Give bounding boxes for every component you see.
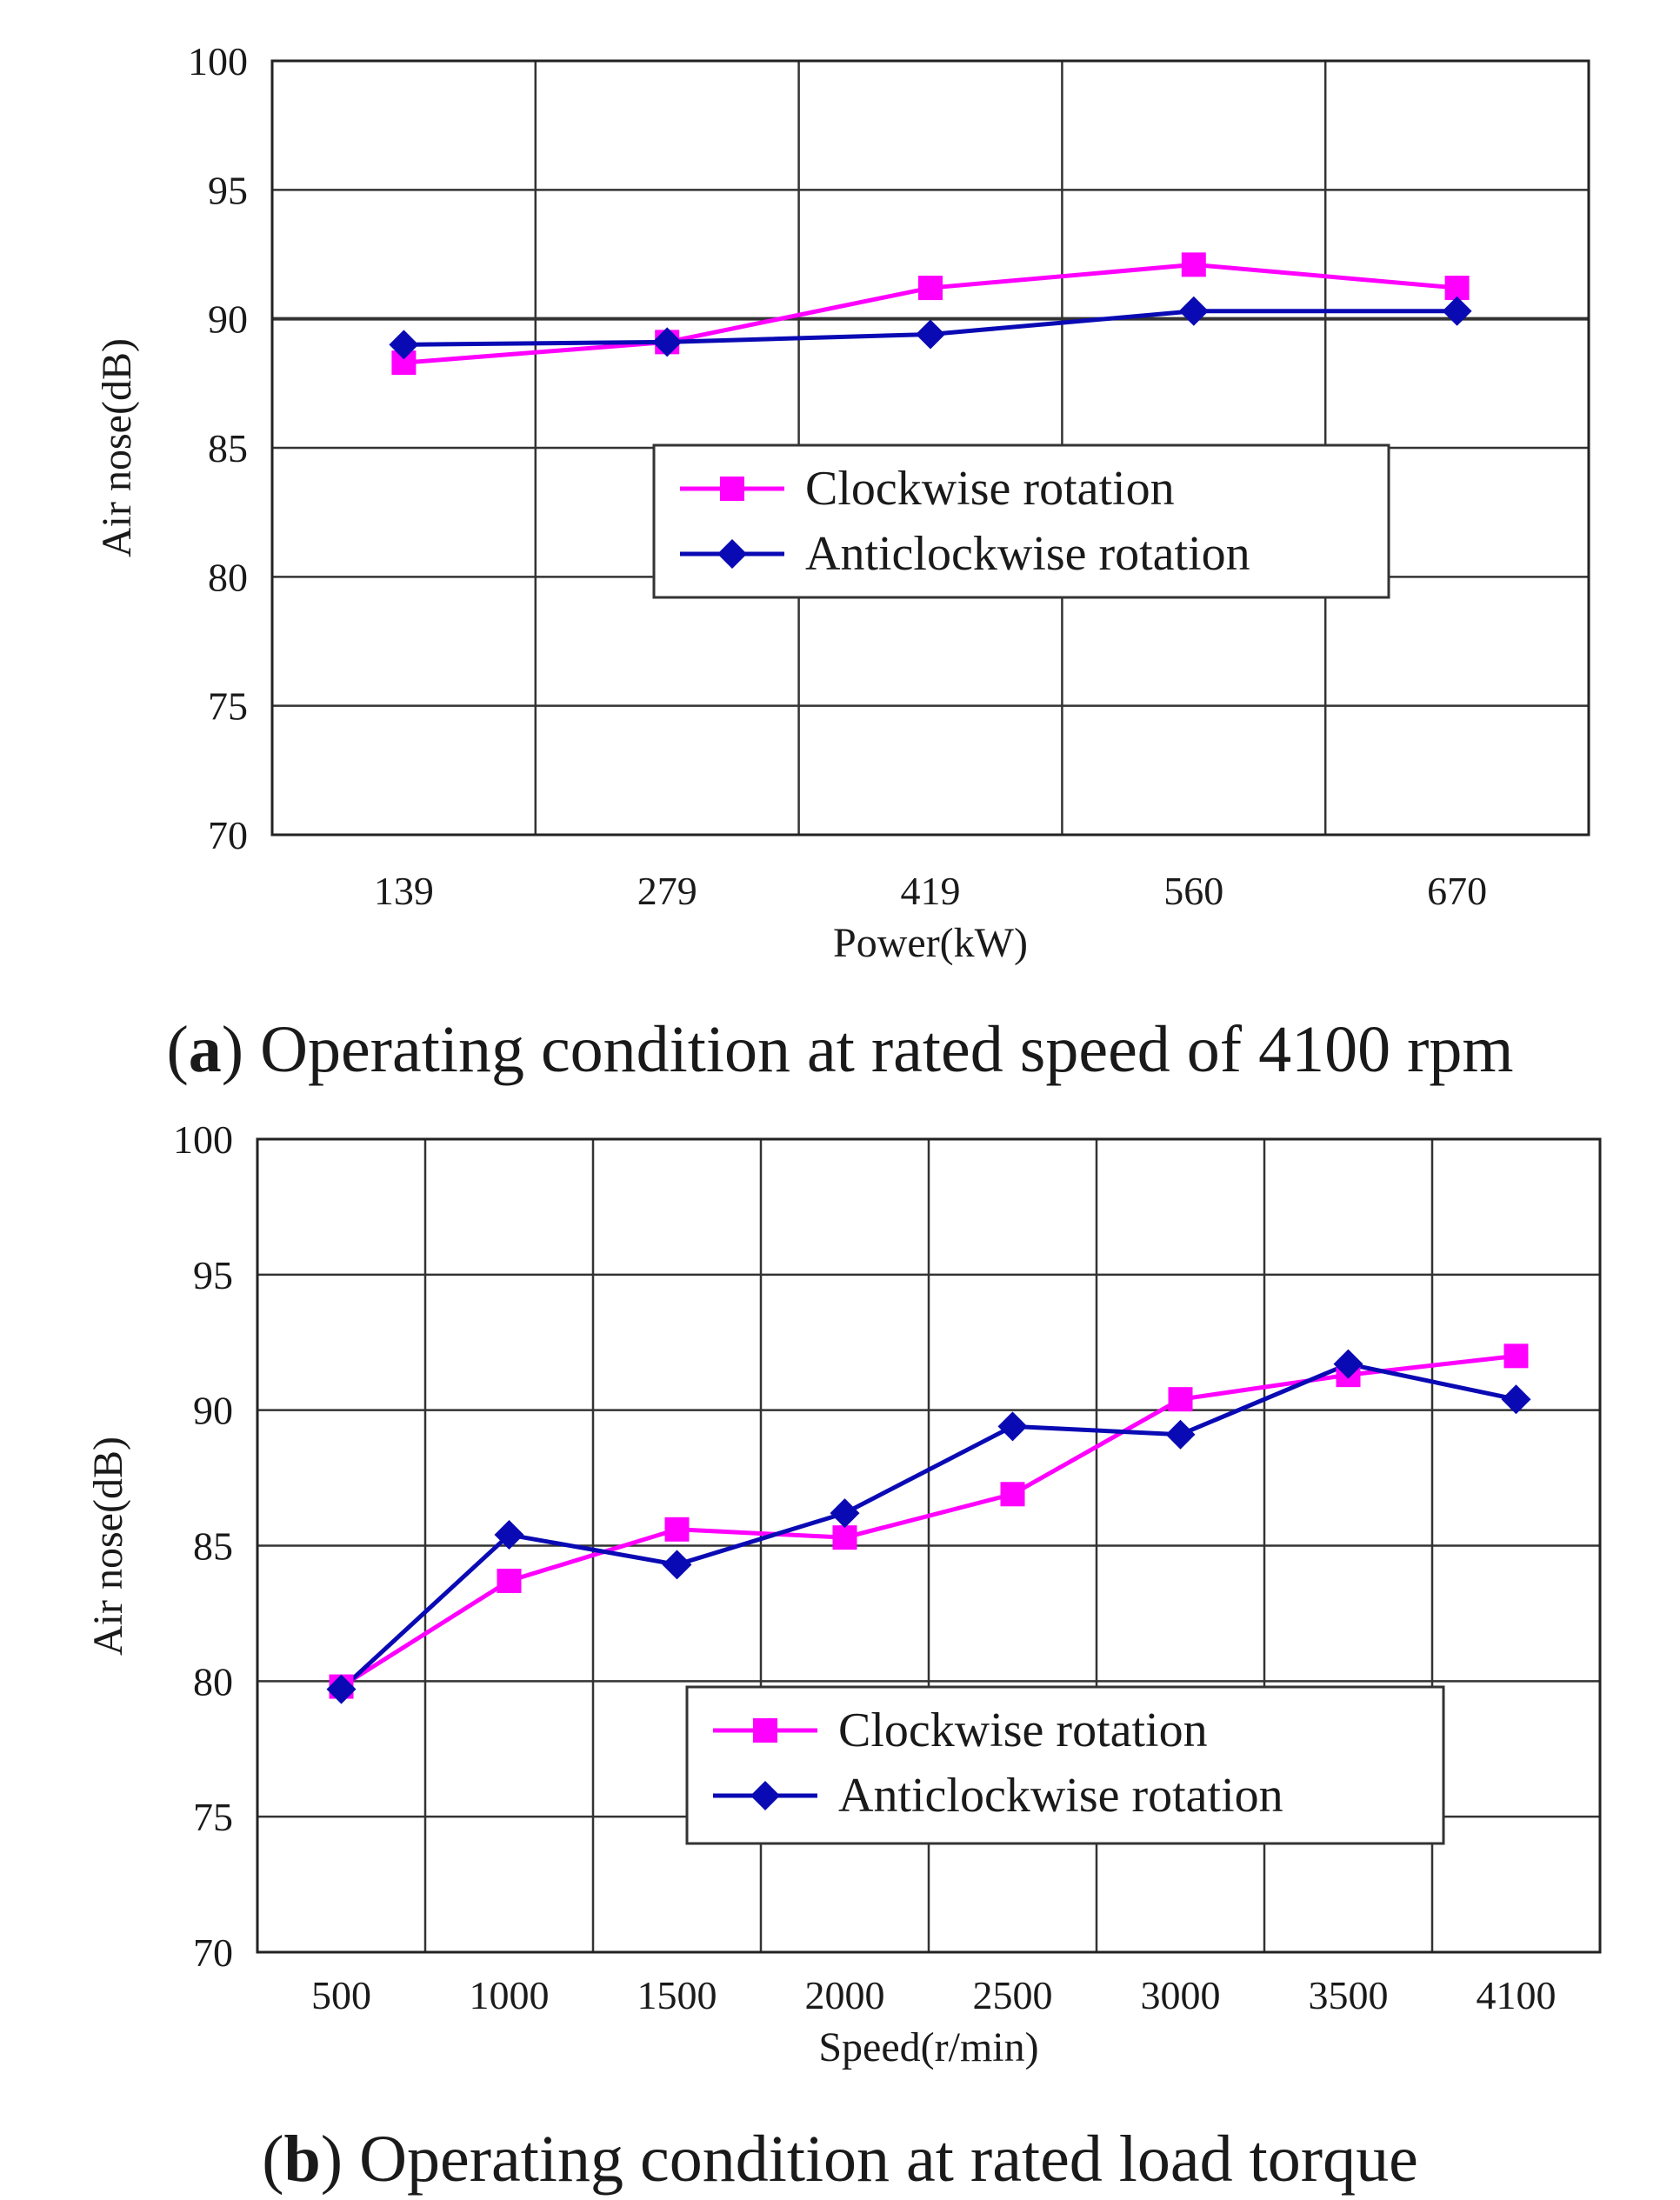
- chart-b-y-tick-label: 100: [173, 1117, 233, 1162]
- chart-b-legend: Clockwise rotation Anticlockwise rotation: [685, 1685, 1445, 1845]
- chart-a-legend: Clockwise rotation Anticlockwise rotation: [652, 443, 1390, 599]
- chart-b-legend-box: [685, 1685, 1445, 1845]
- chart-a-y-tick-label: 100: [188, 39, 248, 83]
- chart-b-caption: (b) Operating condition at rated load to…: [262, 2123, 1418, 2196]
- chart-a-x-tick-label: 139: [374, 869, 434, 913]
- chart-b-series: [326, 1343, 1531, 1704]
- legend-label: Anticlockwise rotation: [838, 1769, 1283, 1823]
- chart-a-y-tick-label: 95: [208, 168, 248, 212]
- chart-a-y-tick-label: 90: [208, 297, 248, 342]
- chart-b-x-tick-label: 3000: [1141, 1973, 1221, 2017]
- chart-b-y-tick-label: 95: [193, 1253, 233, 1297]
- chart-b-y-tick-label: 75: [193, 1795, 233, 1839]
- chart-a-plot-area: [270, 59, 1590, 837]
- chart-b: 70 75 80 85 90 95 100 500 1000 1500 2000 2500 3000 3…: [85, 1117, 1602, 2196]
- legend-label: Clockwise rotation: [805, 462, 1175, 516]
- chart-b-series-line-anticlockwise: [339, 1362, 1517, 1691]
- chart-a-point-anticlockwise: [916, 319, 945, 350]
- chart-b-x-tick-label: 1500: [637, 1973, 717, 2017]
- chart-a-x-axis-label: Power(kW): [833, 920, 1028, 966]
- chart-b-point-anticlockwise: [326, 1674, 357, 1704]
- chart-a-caption-text: Operating condition at rated speed of 41…: [260, 1013, 1513, 1086]
- chart-b-y-tick-label: 70: [193, 1930, 233, 1975]
- chart-a-y-ticks: 70 75 80 85 90 95 100: [188, 39, 248, 857]
- chart-a-point-clockwise: [1444, 276, 1470, 301]
- chart-a-y-axis-label: Air nose(dB): [94, 338, 140, 557]
- chart-b-point-clockwise: [497, 1569, 522, 1594]
- chart-b-y-tick-label: 80: [193, 1659, 233, 1703]
- chart-b-legend-items: Clockwise rotation Anticlockwise rotation: [713, 1703, 1283, 1823]
- chart-a-caption-close-paren: ): [222, 1013, 260, 1086]
- chart-b-point-clockwise: [1168, 1387, 1193, 1412]
- legend-marker: [720, 477, 744, 501]
- chart-a-y-tick-label: 75: [208, 684, 248, 729]
- chart-a-point-anticlockwise: [389, 330, 419, 360]
- legend-label: Clockwise rotation: [838, 1703, 1208, 1757]
- chart-b-caption-letter: b: [284, 2123, 321, 2196]
- chart-b-series-line-clockwise: [340, 1353, 1517, 1689]
- chart-a-point-anticlockwise: [1442, 296, 1472, 326]
- chart-b-x-tick-label: 2000: [805, 1973, 885, 2017]
- chart-b-x-axis-label: Speed(r/min): [818, 2024, 1038, 2070]
- chart-b-y-tick-label: 90: [193, 1389, 233, 1433]
- legend-marker: [717, 539, 747, 569]
- chart-a-x-ticks: 139 279 419 560 670: [374, 869, 1487, 913]
- chart-a-y-tick-label: 85: [208, 426, 248, 470]
- chart-a-legend-items: Clockwise rotation Anticlockwise rotation: [680, 462, 1250, 581]
- chart-a-x-tick-label: 419: [901, 869, 961, 913]
- chart-a-x-tick-label: 670: [1427, 869, 1487, 913]
- legend-label: Anticlockwise rotation: [805, 527, 1250, 581]
- legend-marker: [750, 1781, 780, 1810]
- legend-marker: [753, 1718, 777, 1743]
- chart-b-y-axis-label: Air nose(dB): [85, 1437, 131, 1656]
- chart-a-legend-box: [652, 443, 1390, 599]
- chart-a-point-clockwise: [1181, 252, 1206, 277]
- chart-b-x-tick-label: 2500: [973, 1973, 1053, 2017]
- chart-a-caption: (a) Operating condition at rated speed o…: [166, 1013, 1513, 1086]
- chart-a-series: [389, 252, 1472, 376]
- chart-a-point-anticlockwise: [652, 327, 683, 357]
- chart-a-x-tick-label: 560: [1163, 869, 1223, 913]
- chart-b-caption-text: Operating condition at rated load torque: [359, 2123, 1418, 2196]
- chart-a-y-tick-label: 70: [208, 813, 248, 857]
- chart-b-x-tick-label: 500: [311, 1973, 371, 2017]
- chart-b-point-clockwise: [1503, 1343, 1529, 1369]
- chart-a-x-tick-label: 279: [637, 869, 697, 913]
- chart-b-caption-close-paren: ): [321, 2123, 359, 2196]
- chart-b-x-tick-label: 3500: [1309, 1973, 1389, 2017]
- chart-b-caption-open-paren: (: [262, 2123, 283, 2196]
- chart-b-x-ticks: 500 1000 1500 2000 2500 3000 3500 4100: [311, 1973, 1557, 2017]
- chart-b-point-anticlockwise: [830, 1498, 860, 1529]
- chart-b-x-tick-label: 4100: [1477, 1973, 1557, 2017]
- chart-b-point-anticlockwise: [1501, 1384, 1531, 1415]
- chart-b-y-tick-label: 85: [193, 1524, 233, 1569]
- chart-a-point-anticlockwise: [1178, 296, 1209, 326]
- chart-b-point-anticlockwise: [494, 1520, 524, 1550]
- chart-b-point-anticlockwise: [1333, 1349, 1363, 1379]
- chart-b-point-clockwise: [1000, 1482, 1025, 1507]
- chart-a-caption-open-paren: (: [166, 1013, 188, 1086]
- chart-b-point-clockwise: [664, 1517, 690, 1542]
- chart-b-point-clockwise: [832, 1525, 857, 1550]
- chart-b-point-anticlockwise: [997, 1411, 1028, 1442]
- chart-b-point-anticlockwise: [662, 1550, 692, 1580]
- chart-b-plot-area: [256, 1137, 1602, 1954]
- chart-a-point-clockwise: [918, 276, 943, 301]
- chart-b-y-ticks: 70 75 80 85 90 95 100: [173, 1117, 233, 1975]
- chart-a-caption-letter: a: [189, 1013, 222, 1086]
- chart-b-x-tick-label: 1000: [470, 1973, 550, 2017]
- chart-a: 70 75 80 85 90 95 100 139 279 419 560 670 Power(kW…: [94, 39, 1590, 1086]
- chart-a-y-tick-label: 80: [208, 555, 248, 599]
- chart-b-point-anticlockwise: [1165, 1419, 1196, 1450]
